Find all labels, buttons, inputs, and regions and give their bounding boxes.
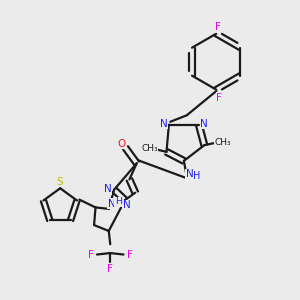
Text: F: F (107, 264, 113, 274)
Text: S: S (56, 177, 63, 187)
Text: N: N (123, 200, 130, 210)
Text: F: F (127, 250, 133, 260)
Text: N: N (104, 184, 112, 194)
Text: H: H (115, 197, 122, 206)
Text: N: N (200, 118, 208, 128)
Text: F: F (88, 250, 94, 260)
Text: N: N (160, 118, 167, 128)
Text: N: N (108, 199, 116, 208)
Text: O: O (117, 139, 125, 148)
Text: F: F (215, 22, 221, 32)
Text: N: N (186, 169, 194, 179)
Text: CH₃: CH₃ (214, 138, 231, 147)
Text: H: H (194, 171, 201, 181)
Text: F: F (216, 93, 222, 103)
Text: CH₃: CH₃ (141, 144, 158, 153)
